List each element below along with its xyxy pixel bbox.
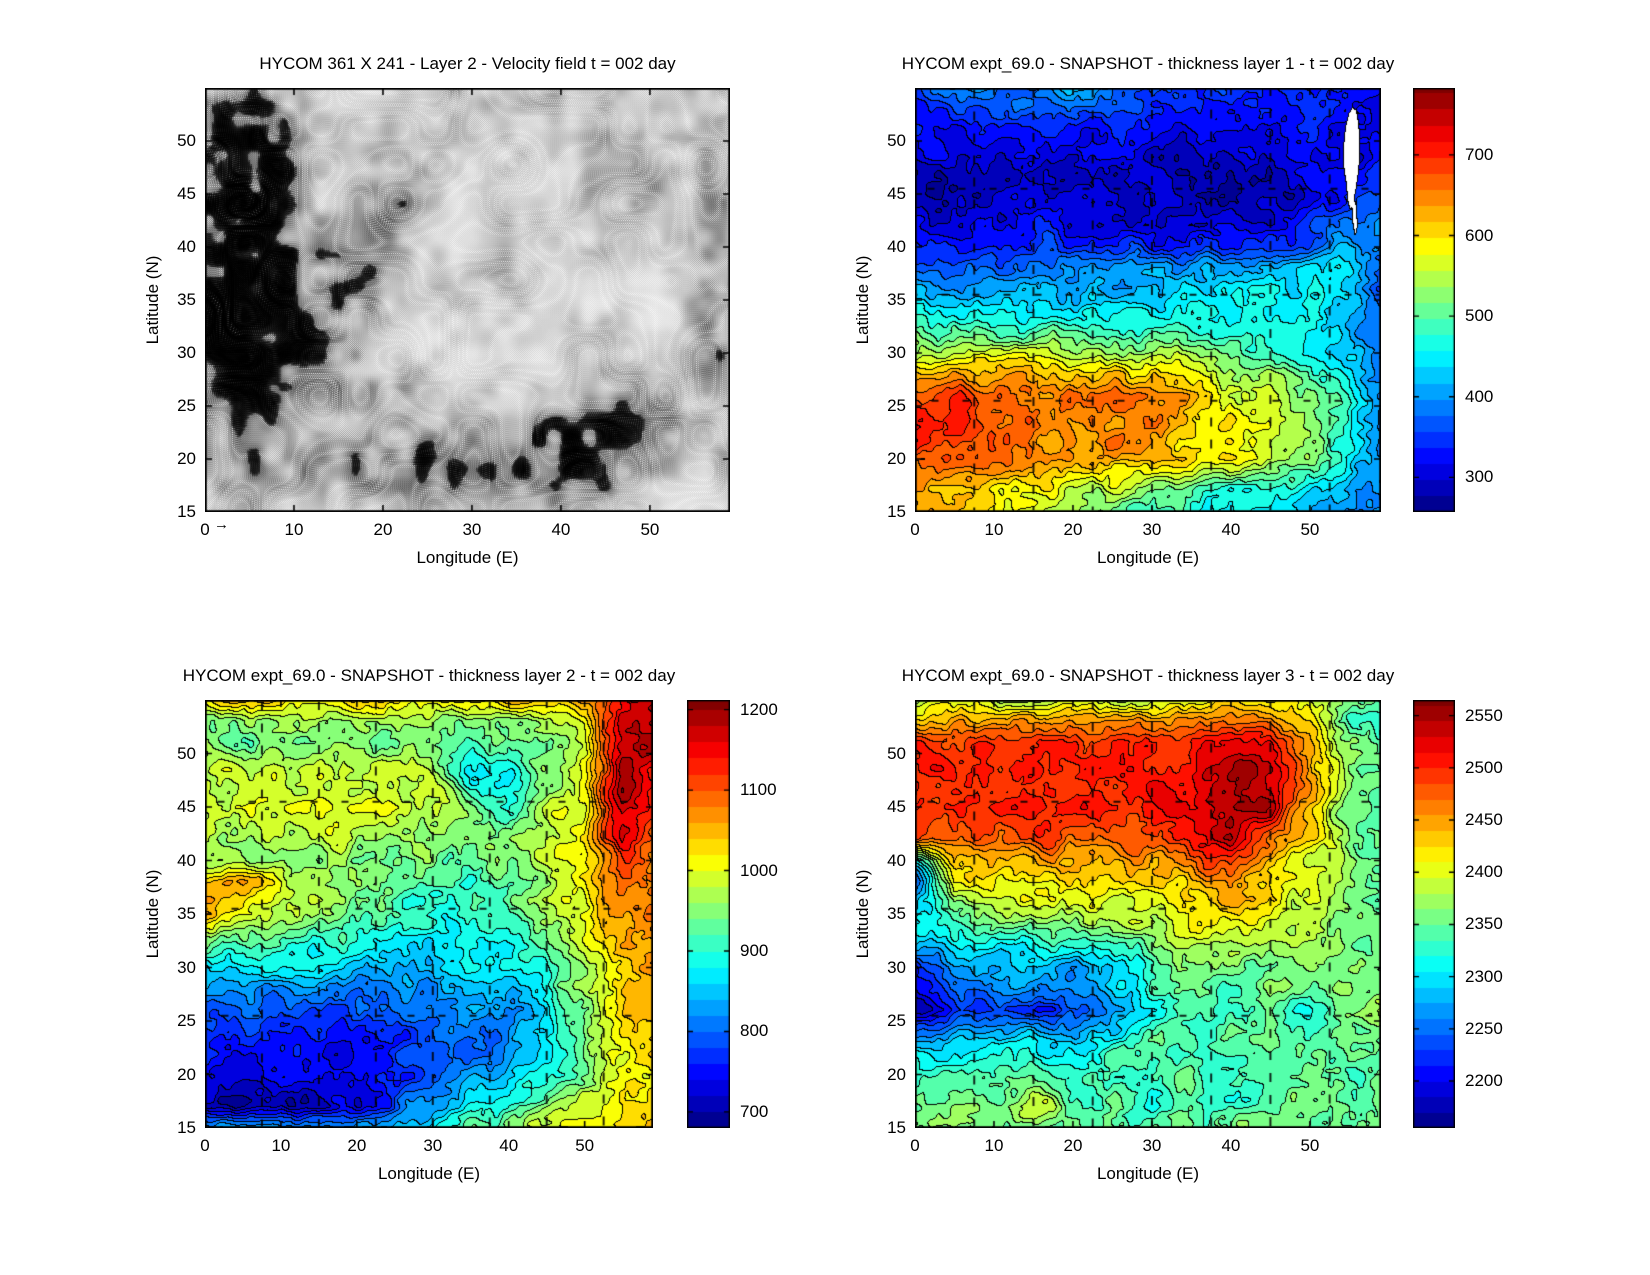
x-tick-label: 50 <box>575 1136 595 1155</box>
y-tick-label: 50 <box>177 743 196 763</box>
y-tick-label: 40 <box>177 237 196 256</box>
colorbar-layer1 <box>1413 88 1455 512</box>
colorbar-tick-label: 2250 <box>1465 1018 1503 1038</box>
colorbar-tick-label: 900 <box>740 941 769 960</box>
x-tick-label: 30 <box>462 520 482 539</box>
colorbar-tick-label: 2550 <box>1465 705 1503 725</box>
x-tick-label: 20 <box>1063 1136 1083 1155</box>
y-tick-label: 35 <box>177 904 196 923</box>
colorbar-tick-label: 600 <box>1465 225 1494 245</box>
x-tick-label: 40 <box>1221 520 1241 539</box>
y-tick-label: 35 <box>887 290 906 309</box>
y-tick-label: 15 <box>177 1118 196 1137</box>
x-tick-label: 40 <box>499 1136 519 1155</box>
x-tick-label: 10 <box>284 520 304 539</box>
x-tick-label: 10 <box>984 1136 1004 1155</box>
x-tick-label: 30 <box>1142 520 1162 539</box>
y-tick-label: 30 <box>177 343 196 362</box>
y-tick-label: 40 <box>887 850 906 870</box>
y-tick-label: 20 <box>887 1064 906 1084</box>
colorbar-tick-label: 700 <box>1465 144 1494 164</box>
y-tick-label: 45 <box>177 184 196 203</box>
y-tick-label: 30 <box>887 343 906 362</box>
y-tick-label: 20 <box>887 449 906 468</box>
x-tick-label: 0 <box>200 520 210 539</box>
x-tick-label: 30 <box>1142 1136 1162 1155</box>
x-tick-label: 10 <box>984 520 1004 539</box>
x-tick-label: 20 <box>347 1136 367 1155</box>
y-tick-label: 20 <box>177 449 196 468</box>
colorbar-tick-label: 1100 <box>740 780 777 800</box>
colorbar-tick-label: 800 <box>740 1021 769 1041</box>
colorbar-layer3 <box>1413 700 1455 1128</box>
x-tick-label: 50 <box>1300 520 1320 539</box>
y-tick-label: 30 <box>887 957 906 977</box>
y-tick-label: 15 <box>887 502 906 521</box>
velocity-scale-arrow-icon: → <box>214 516 229 533</box>
colorbar-tick-label: 2300 <box>1465 966 1503 986</box>
x-tick-label: 10 <box>271 1136 291 1155</box>
x-tick-label: 50 <box>1300 1136 1320 1155</box>
colorbar-tick-label: 2400 <box>1465 862 1503 882</box>
y-tick-label: 25 <box>177 396 196 415</box>
y-tick-label: 30 <box>177 957 196 977</box>
y-tick-label: 45 <box>887 797 906 816</box>
y-tick-label: 25 <box>887 396 906 415</box>
colorbar-tick-label: 1200 <box>740 699 778 719</box>
y-tick-label: 25 <box>887 1011 906 1030</box>
thickness-layer3-contour-plot <box>915 700 1381 1128</box>
velocity-quiver-plot <box>205 88 730 512</box>
x-tick-label: 50 <box>640 520 660 539</box>
x-axis-label: Longitude (E) <box>1096 1164 1200 1183</box>
x-tick-label: 20 <box>1063 520 1083 539</box>
colorbar-layer2 <box>687 700 730 1128</box>
thickness-layer1-contour-plot <box>915 88 1381 512</box>
y-tick-label: 15 <box>887 1118 906 1137</box>
panel-title: HYCOM expt_69.0 - SNAPSHOT - thickness l… <box>901 54 1395 73</box>
colorbar-tick-label: 500 <box>1465 306 1494 326</box>
x-axis-label: Longitude (E) <box>1096 548 1200 567</box>
y-tick-label: 40 <box>887 237 906 256</box>
y-tick-label: 50 <box>177 131 196 150</box>
y-tick-label: 25 <box>177 1011 196 1030</box>
x-tick-label: 0 <box>910 520 920 539</box>
y-tick-label: 15 <box>177 502 196 521</box>
y-tick-label: 20 <box>177 1064 196 1084</box>
x-axis-label: Longitude (E) <box>416 548 519 567</box>
y-tick-label: 45 <box>887 184 906 203</box>
panel-title: HYCOM expt_69.0 - SNAPSHOT - thickness l… <box>182 666 676 685</box>
panel-title: HYCOM expt_69.0 - SNAPSHOT - thickness l… <box>901 666 1395 685</box>
x-tick-label: 30 <box>423 1136 443 1155</box>
colorbar-tick-label: 2500 <box>1465 757 1503 777</box>
x-tick-label: 0 <box>200 1136 210 1155</box>
colorbar-tick-label: 300 <box>1465 467 1494 487</box>
colorbar-tick-label: 1000 <box>740 860 778 880</box>
y-tick-label: 40 <box>177 850 196 870</box>
x-tick-label: 40 <box>551 520 571 539</box>
colorbar-tick-label: 2350 <box>1465 914 1503 934</box>
y-tick-label: 50 <box>887 131 906 150</box>
y-tick-label: 50 <box>887 743 906 763</box>
thickness-layer2-contour-plot <box>205 700 653 1128</box>
colorbar-tick-label: 2200 <box>1465 1071 1503 1091</box>
x-tick-label: 20 <box>373 520 393 539</box>
y-tick-label: 35 <box>177 290 196 309</box>
y-tick-label: 45 <box>177 797 196 816</box>
x-tick-label: 0 <box>910 1136 920 1155</box>
colorbar-tick-label: 700 <box>740 1101 769 1121</box>
x-tick-label: 40 <box>1221 1136 1241 1155</box>
colorbar-tick-label: 400 <box>1465 386 1494 406</box>
colorbar-tick-label: 2450 <box>1465 810 1503 830</box>
y-tick-label: 35 <box>887 904 906 923</box>
x-axis-label: Longitude (E) <box>377 1164 481 1183</box>
panel-title: HYCOM 361 X 241 - Layer 2 - Velocity fie… <box>259 54 676 73</box>
